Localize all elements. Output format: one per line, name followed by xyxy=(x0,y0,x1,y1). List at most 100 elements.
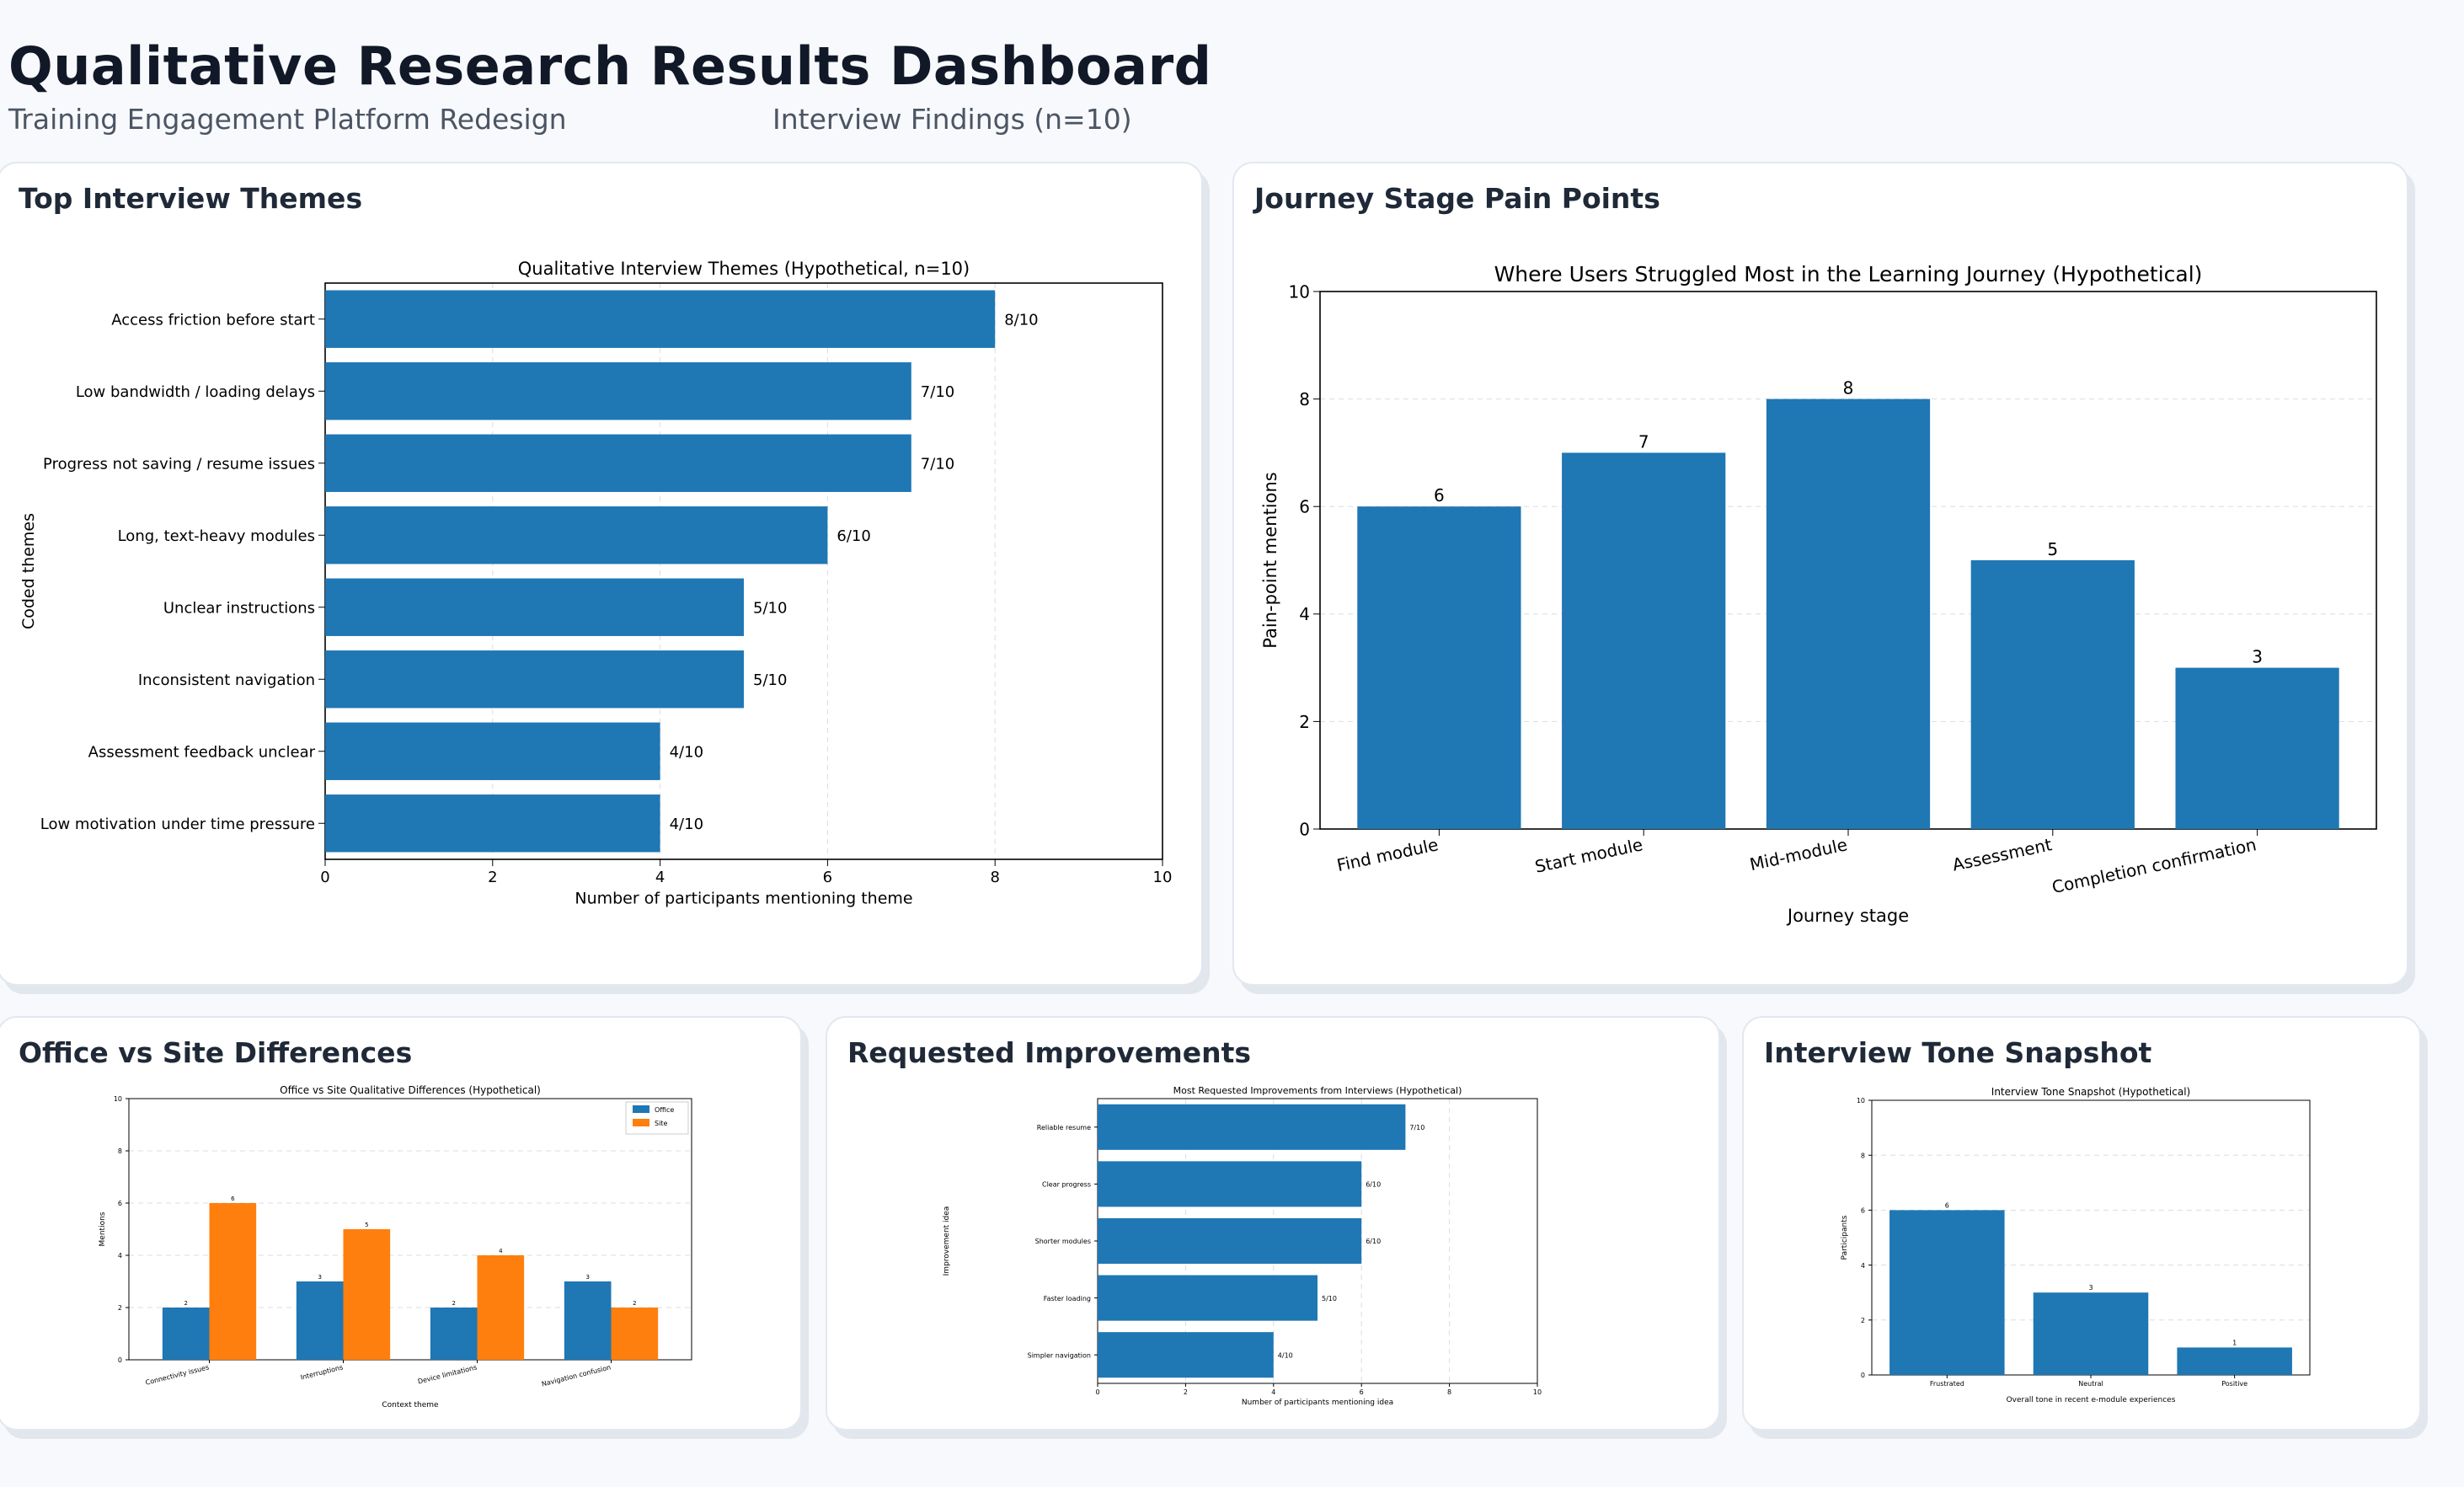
bar xyxy=(430,1308,478,1360)
y-tick-label: 6 xyxy=(1299,497,1310,517)
bar-value-label: 6/10 xyxy=(836,527,870,545)
y-axis-label: Improvement idea xyxy=(943,1206,951,1276)
x-tick-label: Frustrated xyxy=(1930,1380,1964,1388)
bar xyxy=(1766,398,1931,829)
y-tick-label: 10 xyxy=(1289,281,1310,302)
bar-value-label: 6/10 xyxy=(1366,1238,1381,1245)
category-label: Low bandwidth / loading delays xyxy=(76,383,315,401)
y-tick-label: 2 xyxy=(1861,1317,1865,1324)
bar xyxy=(325,722,660,780)
bar-value-label: 5/10 xyxy=(1322,1295,1337,1302)
bar xyxy=(209,1203,257,1360)
bar-value-label: 6 xyxy=(1434,485,1445,505)
bar xyxy=(325,506,828,564)
x-axis-label: Overall tone in recent e-module experien… xyxy=(2007,1396,2176,1404)
category-label: Unclear instructions xyxy=(163,599,315,617)
chart-title: Qualitative Interview Themes (Hypothetic… xyxy=(518,259,970,279)
bar xyxy=(1098,1332,1274,1378)
x-tick-label: Connectivity issues xyxy=(145,1363,210,1386)
x-axis-label: Number of participants mentioning theme xyxy=(575,890,912,908)
legend-swatch xyxy=(633,1105,649,1113)
bar-value-label: 7/10 xyxy=(921,383,954,401)
bar-value-label: 6/10 xyxy=(1366,1181,1381,1189)
y-axis-label: Mentions xyxy=(99,1212,107,1246)
x-tick-label: Interruptions xyxy=(300,1363,344,1381)
journey-chart: 0 2 4 6 8 10 Where Users Struggled Most in the… xyxy=(1260,262,2377,926)
x-tick-label: 8 xyxy=(1447,1388,1451,1396)
x-axis-label: Number of participants mentioning idea xyxy=(1242,1399,1393,1407)
bar-value-label: 2 xyxy=(184,1300,187,1307)
chart-title: Where Users Struggled Most in the Learni… xyxy=(1494,262,2203,286)
plot-frame xyxy=(128,1098,692,1361)
tone-chart: 0 2 4 6 8 10 Interview Tone Snapshot (Hypothet… xyxy=(1841,1086,2311,1404)
plot-frame xyxy=(324,282,1163,860)
x-tick-label: Find module xyxy=(1335,834,1440,875)
improvements-card: Requested Improvements 0 2 4 6 8 10 Most Reque… xyxy=(826,1016,1720,1431)
x-axis-label: Journey stage xyxy=(1786,906,1909,926)
bar xyxy=(325,362,911,420)
dashboard-title: Qualitative Research Results Dashboard xyxy=(8,35,1212,97)
x-tick-label: 8 xyxy=(990,869,999,886)
y-tick-label: 0 xyxy=(1861,1372,1865,1379)
chart-title: Most Requested Improvements from Intervi… xyxy=(1173,1085,1462,1096)
x-tick-label: Mid-module xyxy=(1748,834,1849,875)
bar xyxy=(162,1308,210,1360)
x-tick-label: Completion confirmation xyxy=(2050,834,2258,897)
bar-value-label: 8/10 xyxy=(1004,311,1038,329)
x-tick-label: 4 xyxy=(655,869,665,886)
x-tick-label: 10 xyxy=(1153,869,1173,886)
office-chart: 0 2 4 6 8 10 Office vs Site Qualitative Differ… xyxy=(99,1084,692,1409)
category-label: Clear progress xyxy=(1042,1181,1091,1189)
y-tick-label: 0 xyxy=(1299,819,1310,839)
bar-value-label: 7/10 xyxy=(921,455,954,473)
x-axis-label: Context theme xyxy=(382,1401,439,1409)
bar-value-label: 5 xyxy=(2047,539,2058,559)
improvements-card-title: Requested Improvements xyxy=(847,1036,1251,1069)
bar-value-label: 2 xyxy=(452,1300,455,1307)
bar-value-label: 4 xyxy=(499,1248,503,1254)
category-label: Progress not saving / resume issues xyxy=(43,455,315,473)
bar xyxy=(343,1229,391,1360)
bar xyxy=(2175,667,2339,829)
journey-card-title: Journey Stage Pain Points xyxy=(1254,182,1660,215)
chart-title: Office vs Site Qualitative Differences (… xyxy=(280,1084,541,1096)
chart-title: Interview Tone Snapshot (Hypothetical) xyxy=(1991,1086,2190,1098)
bar xyxy=(325,578,744,636)
bar xyxy=(2177,1347,2292,1375)
y-axis-label: Pain-point mentions xyxy=(1260,472,1280,648)
dashboard-subtitle: Training Engagement Platform Redesign xyxy=(8,103,567,136)
y-tick-label: 2 xyxy=(1299,712,1310,732)
bar-value-label: 7/10 xyxy=(1409,1124,1424,1131)
bar-value-label: 4/10 xyxy=(670,743,703,761)
bar-value-label: 6 xyxy=(1945,1201,1949,1209)
bar-value-label: 5/10 xyxy=(753,671,787,689)
x-tick-label: Positive xyxy=(2221,1380,2248,1388)
bar xyxy=(1562,452,1726,829)
bar-value-label: 4/10 xyxy=(1278,1351,1293,1359)
y-tick-label: 4 xyxy=(1861,1262,1865,1270)
x-tick-label: Start module xyxy=(1533,834,1644,877)
bar-value-label: 3 xyxy=(585,1274,589,1281)
y-tick-label: 8 xyxy=(1861,1152,1865,1159)
improvements-chart: 0 2 4 6 8 10 Most Requested Improvements from … xyxy=(943,1085,1542,1407)
y-tick-label: 8 xyxy=(1299,389,1310,409)
x-tick-label: 10 xyxy=(1533,1388,1542,1396)
themes-card: Top Interview Themes 0 2 4 6 8 10 Qualitative … xyxy=(0,162,1203,986)
bar-value-label: 6 xyxy=(231,1195,235,1202)
bar-value-label: 3 xyxy=(2088,1284,2093,1292)
x-tick-label: 6 xyxy=(823,869,832,886)
bar-value-label: 3 xyxy=(2252,647,2263,667)
tone-card-title: Interview Tone Snapshot xyxy=(1764,1036,2152,1069)
bar-value-label: 8 xyxy=(1843,378,1854,398)
x-tick-label: Device limitations xyxy=(417,1363,478,1385)
bar-value-label: 3 xyxy=(318,1274,321,1281)
bar xyxy=(325,794,660,853)
bar-value-label: 2 xyxy=(633,1300,636,1307)
bar-value-label: 5 xyxy=(365,1222,368,1228)
y-tick-label: 10 xyxy=(1857,1097,1865,1105)
category-label: Long, text-heavy modules xyxy=(118,527,315,545)
legend-label: Office xyxy=(655,1106,674,1114)
legend-swatch xyxy=(633,1119,649,1126)
y-axis-label: Coded themes xyxy=(19,513,38,629)
bar xyxy=(325,434,911,492)
